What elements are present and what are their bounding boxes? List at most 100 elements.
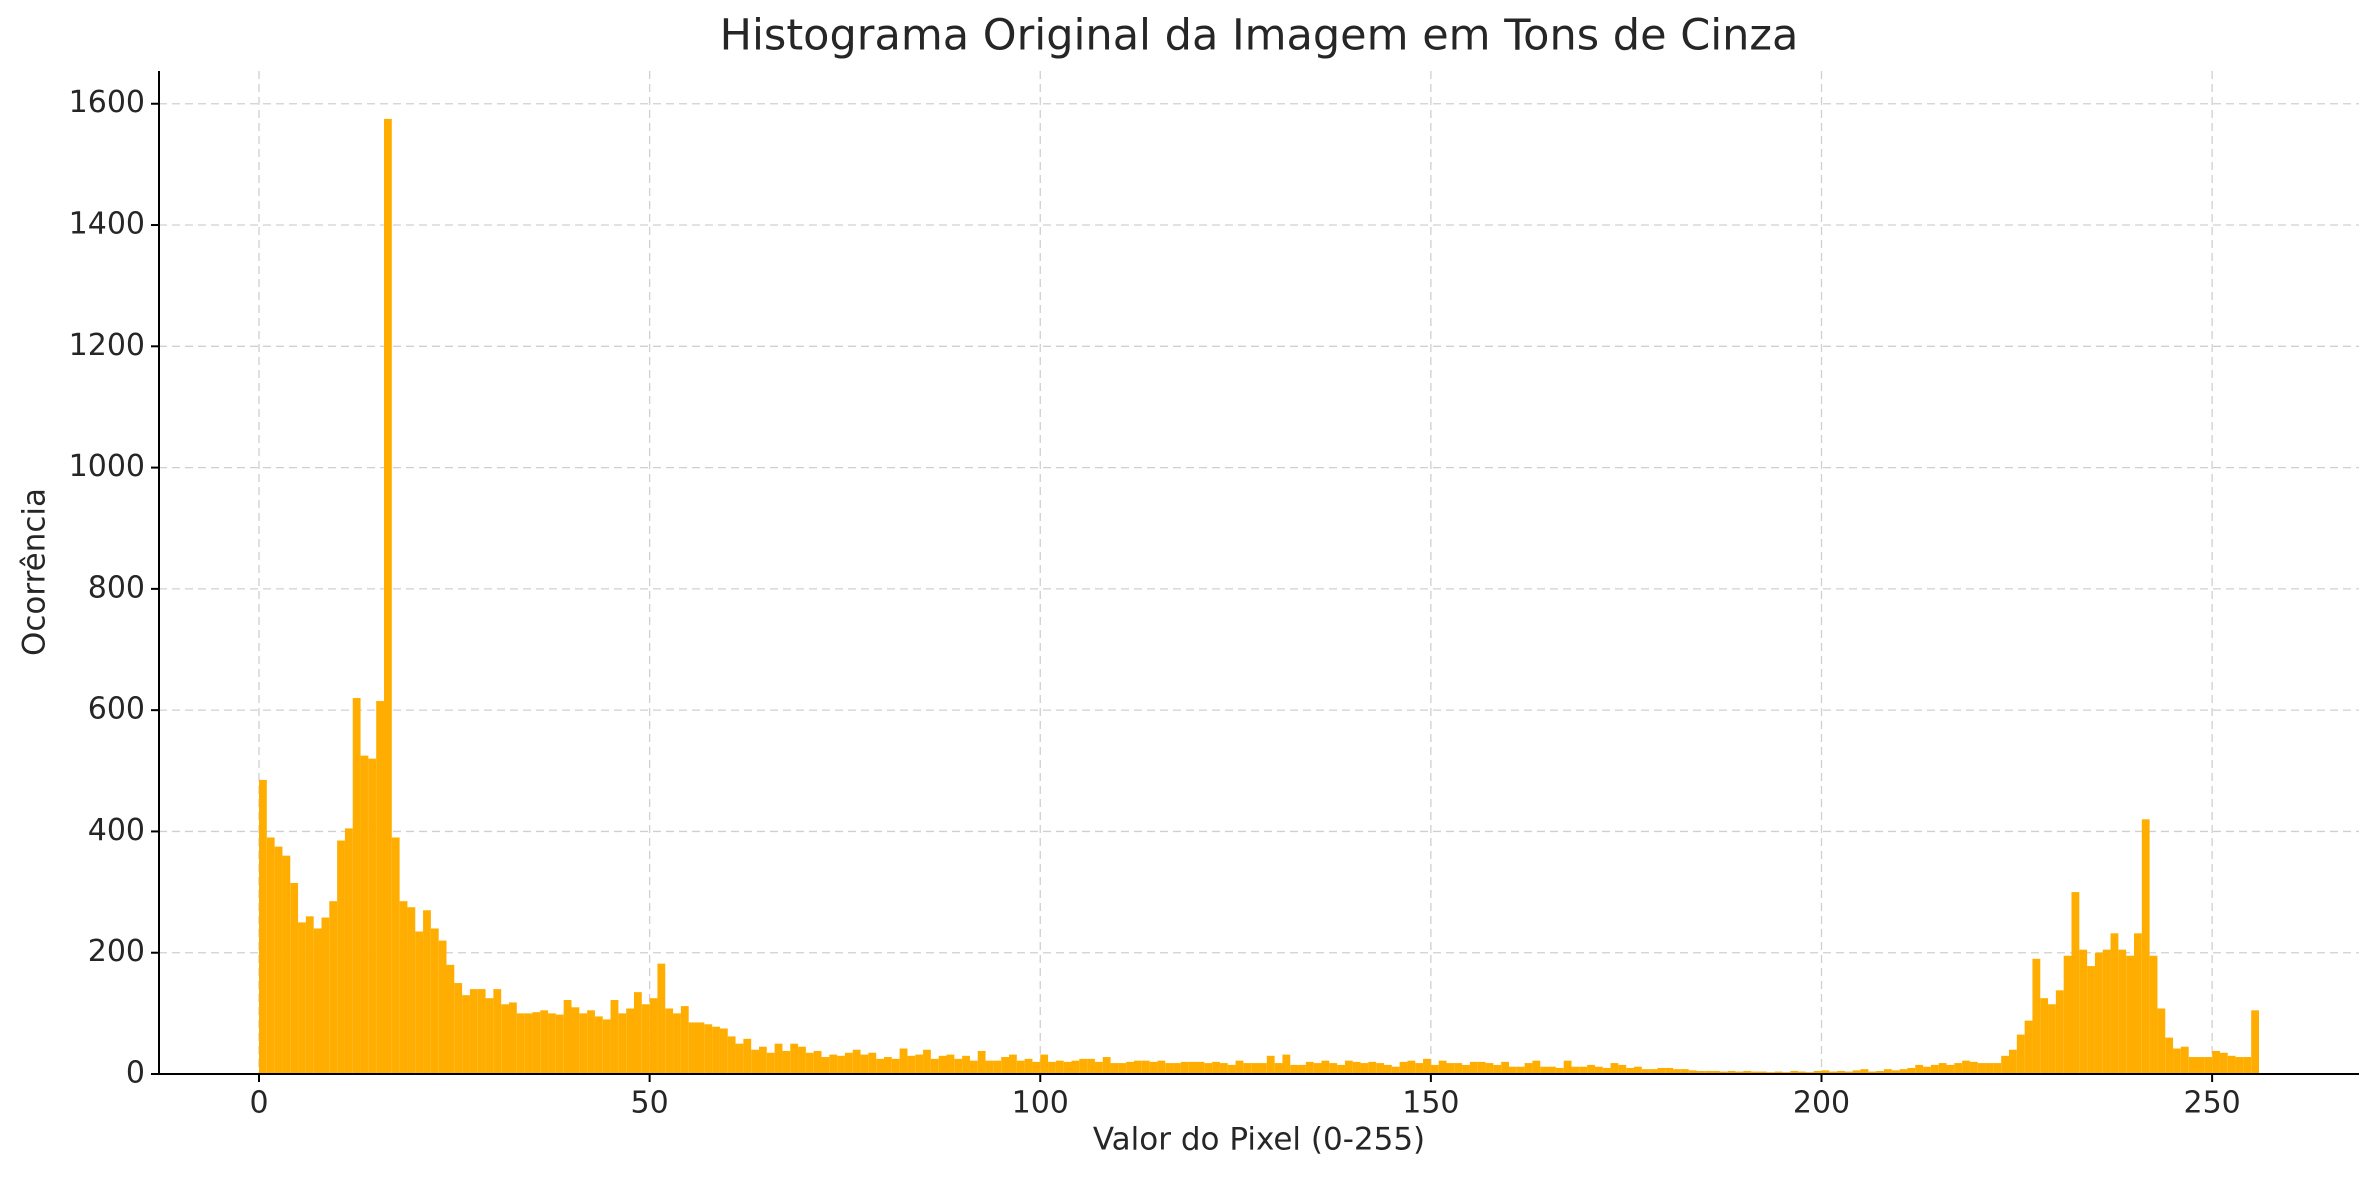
bar <box>501 1004 509 1074</box>
bar <box>868 1052 877 1074</box>
bar <box>384 118 392 1074</box>
bar <box>1680 1069 1689 1074</box>
bar <box>1462 1064 1470 1074</box>
bar <box>587 1010 595 1074</box>
bar <box>860 1054 869 1074</box>
bar <box>1126 1061 1134 1074</box>
bar <box>626 1008 634 1074</box>
bar <box>469 989 478 1074</box>
bar <box>1712 1070 1720 1074</box>
bar <box>1110 1063 1119 1074</box>
bar <box>1954 1063 1963 1074</box>
bar <box>2165 1037 2174 1074</box>
bar <box>837 1055 845 1074</box>
bar <box>696 1022 705 1074</box>
bar <box>1727 1070 1736 1074</box>
bar <box>1048 1061 1056 1074</box>
bar <box>1391 1066 1400 1074</box>
bar <box>2251 1010 2259 1074</box>
bar <box>509 1002 517 1074</box>
bar <box>1266 1055 1275 1074</box>
bar <box>298 922 306 1074</box>
bar <box>1774 1071 1783 1074</box>
bar <box>1696 1070 1705 1074</box>
chart-title: Histograma Original da Imagem em Tons de… <box>720 11 1799 61</box>
bar <box>1009 1054 1017 1074</box>
bar <box>1915 1064 1924 1074</box>
bar <box>1852 1070 1861 1074</box>
x-tick-label: 0 <box>249 1086 268 1121</box>
bar <box>1485 1063 1494 1074</box>
bar <box>1251 1063 1259 1074</box>
bar <box>2079 949 2088 1074</box>
bar <box>1751 1071 1759 1074</box>
y-tick-label: 1200 <box>69 328 145 363</box>
bar <box>1821 1070 1830 1074</box>
bar <box>2227 1055 2236 1074</box>
bar <box>305 916 314 1074</box>
bar <box>2141 819 2150 1074</box>
bar <box>610 1000 619 1074</box>
bar <box>2071 892 2080 1074</box>
bar <box>1641 1069 1650 1074</box>
bar <box>2087 966 2095 1074</box>
bar <box>2149 955 2158 1074</box>
bar <box>1173 1063 1181 1074</box>
y-tick-label: 1400 <box>69 207 145 242</box>
bar <box>290 882 299 1074</box>
bar <box>852 1049 861 1074</box>
bar <box>954 1058 963 1074</box>
bar <box>1579 1066 1588 1074</box>
bar <box>743 1038 752 1074</box>
x-tick-label: 250 <box>2183 1086 2240 1121</box>
bar <box>1235 1060 1244 1074</box>
bar <box>1837 1070 1845 1074</box>
bar <box>1930 1064 1939 1074</box>
bar <box>1509 1066 1517 1074</box>
bar <box>1704 1070 1713 1074</box>
bar <box>1876 1070 1884 1074</box>
bar <box>391 837 400 1074</box>
bar <box>1844 1071 1853 1074</box>
bar <box>688 1022 697 1074</box>
bar <box>2032 958 2041 1074</box>
bar <box>2102 949 2111 1074</box>
bar <box>2196 1057 2205 1074</box>
bar <box>1079 1058 1088 1074</box>
bar <box>1188 1061 1197 1074</box>
bar <box>1516 1066 1525 1074</box>
bar <box>2009 1049 2017 1074</box>
bar <box>1376 1063 1384 1074</box>
bar <box>938 1055 947 1074</box>
bar <box>985 1060 994 1074</box>
bar <box>727 1036 736 1074</box>
bar <box>1587 1064 1595 1074</box>
bar <box>2048 1004 2056 1074</box>
bar <box>1040 1054 1049 1074</box>
bar <box>266 837 275 1074</box>
bar <box>907 1055 916 1074</box>
bar <box>1259 1063 1267 1074</box>
bar <box>899 1048 908 1074</box>
bar <box>1759 1071 1767 1074</box>
bar <box>759 1046 767 1074</box>
bar <box>1204 1063 1213 1074</box>
bar <box>2204 1057 2213 1074</box>
bar <box>1243 1063 1252 1074</box>
bar <box>977 1050 986 1074</box>
bar <box>634 992 642 1074</box>
bar <box>446 964 455 1074</box>
x-tick-label: 50 <box>631 1086 669 1121</box>
bar <box>774 1043 783 1074</box>
bar <box>376 701 384 1074</box>
bar <box>2243 1057 2252 1074</box>
bar <box>751 1049 759 1074</box>
bar <box>790 1043 799 1074</box>
x-tick-label: 100 <box>1012 1086 1069 1121</box>
bar <box>1969 1061 1978 1074</box>
bar <box>313 928 322 1074</box>
bar <box>1024 1058 1033 1074</box>
bar <box>2188 1057 2197 1074</box>
bar <box>1102 1057 1111 1074</box>
bar <box>1274 1063 1283 1074</box>
